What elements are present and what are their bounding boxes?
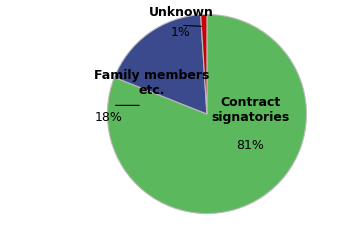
- Text: Contract
signatories: Contract signatories: [211, 95, 289, 123]
- Text: 1%: 1%: [171, 26, 191, 39]
- Text: 18%: 18%: [94, 110, 122, 123]
- Text: Unknown: Unknown: [148, 6, 214, 19]
- Wedge shape: [107, 15, 307, 214]
- Wedge shape: [114, 16, 207, 114]
- Wedge shape: [201, 15, 207, 114]
- Text: 81%: 81%: [236, 138, 264, 151]
- Text: Family members
etc.: Family members etc.: [94, 68, 210, 96]
